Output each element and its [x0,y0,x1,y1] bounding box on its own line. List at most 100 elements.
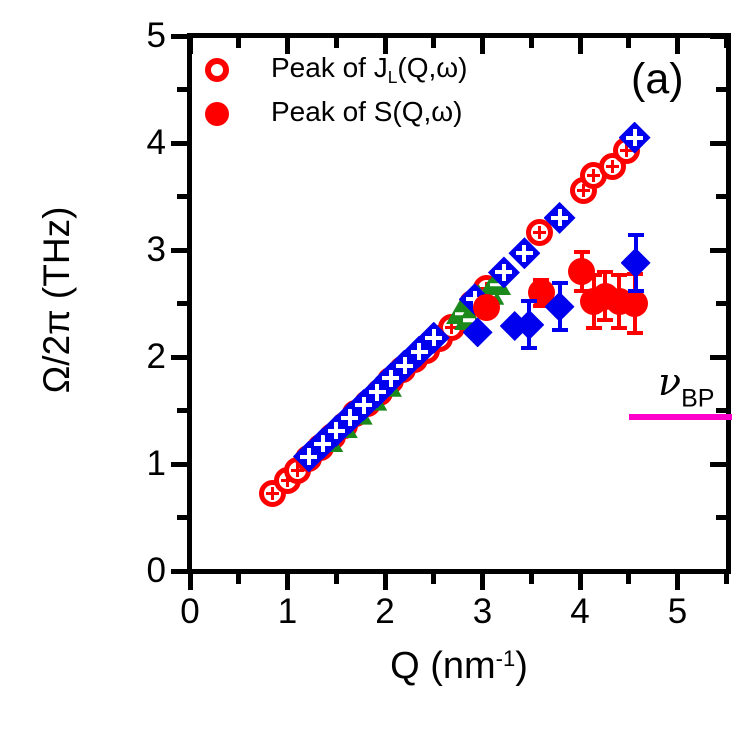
legend: Peak of JL(Q,ω) Peak of S(Q,ω) [205,48,467,136]
x-minor-tick [626,574,632,584]
y-major-tick [171,33,187,39]
error-bar-cap [597,317,614,322]
x-minor-tick [528,574,534,584]
top-minor-tick [333,38,339,48]
top-major-tick [382,38,388,54]
top-major-tick [187,38,193,54]
error-bar-cap [551,281,568,286]
marker-dash [490,282,503,287]
x-major-tick [675,574,680,590]
top-minor-tick [723,38,729,48]
right-minor-tick [716,87,726,92]
x-major-tick [187,574,193,590]
y-major-tick [171,461,187,467]
y-minor-tick [177,87,187,92]
x-major-tick [285,574,290,590]
legend-item-jl: Peak of JL(Q,ω) [205,48,467,92]
error-bar-cap [521,346,538,351]
marker-cross-v [522,244,527,262]
top-minor-tick [431,38,437,48]
error-bar-cap [627,233,644,238]
nu-subscript: BP [681,384,715,413]
marker-cross-v [347,409,352,427]
legend-label-s: Peak of S(Q,ω) [271,96,462,132]
y-tick-label: 4 [146,123,166,162]
marker-cross-v [306,448,311,465]
marker-cross-v [388,369,393,387]
error-bar-cap [626,331,643,336]
top-major-tick [675,38,680,54]
x-axis-title-pre: Q (nm [390,645,496,687]
x-minor-tick [333,574,339,584]
y-major-tick [171,354,187,360]
y-axis-title: Ω/2π (THz) [36,206,77,394]
y-major-tick [171,568,187,574]
top-major-tick [577,38,583,54]
y-major-tick [171,140,187,146]
right-minor-tick [716,408,726,413]
top-minor-tick [236,38,242,48]
boson-peak-label: νBP [658,360,714,413]
x-major-tick [577,574,583,590]
boson-peak-line [628,413,733,420]
marker-cross-v [449,320,453,334]
marker-cross-v [334,422,339,440]
marker-dash [455,311,468,316]
x-minor-tick [431,574,437,584]
error-bar-cap [597,270,614,275]
x-axis-title-sup: -1 [495,645,516,671]
top-minor-tick [528,38,534,48]
marker-cross-v [271,487,275,501]
x-axis-title: Q (nm-1) [390,645,528,688]
x-tick-label: 4 [570,592,590,631]
y-tick-label: 0 [146,551,166,590]
right-minor-tick [716,301,726,306]
error-bar-cap [627,288,644,293]
marker-cross-v [632,129,637,147]
marker-cross-v [537,226,541,240]
legend-label-s-post: (Q,ω) [392,95,463,127]
error-bar-cap [585,326,602,331]
right-minor-tick [716,515,726,520]
legend-label-jl-sub: L [387,67,398,88]
plot-area [187,33,731,574]
error-bar-cap [611,326,627,331]
open-circle-icon [205,58,229,82]
error-bar-cap [573,250,590,255]
right-major-tick [710,33,726,39]
marker-cross-v [402,357,407,375]
x-tick-label: 0 [180,592,200,631]
top-major-tick [480,38,485,54]
data-point-open-circle [525,219,553,247]
top-minor-tick [626,38,632,48]
filled-circle-icon [205,102,229,126]
x-major-tick [382,574,388,590]
error-bar-cap [521,299,538,304]
x-minor-tick [236,574,242,584]
x-tick-label: 1 [277,592,298,631]
legend-label-jl-pre: Peak of J [271,51,388,83]
x-tick-label: 3 [472,592,493,631]
y-major-tick [171,247,187,253]
panel-label: (a) [631,55,684,103]
x-major-tick [480,574,485,590]
legend-label-jl: Peak of JL(Q,ω) [271,52,467,88]
x-tick-label: 5 [667,592,688,631]
marker-cross-v [625,143,629,157]
error-bar-cap [611,272,627,277]
marker-cross-v [361,396,366,414]
legend-label-s-pre: Peak of S [271,95,393,127]
nu-glyph: ν [658,360,682,404]
y-tick-label: 1 [146,444,166,483]
right-major-tick [710,461,726,467]
right-major-tick [710,568,726,574]
x-axis-title-post: ) [515,645,528,687]
y-tick-label: 2 [146,337,166,376]
y-tick-label: 5 [146,16,166,55]
marker-cross-v [320,435,325,453]
marker-cross-v [295,463,299,477]
marker-cross-v [592,168,596,182]
marker-dash [462,318,475,322]
y-minor-tick [177,515,187,520]
